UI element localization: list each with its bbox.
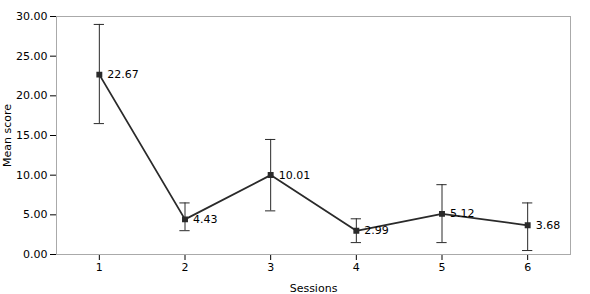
svg-text:20.00: 20.00	[16, 89, 48, 102]
svg-text:10.01: 10.01	[279, 169, 311, 182]
svg-text:1: 1	[96, 261, 103, 274]
svg-text:15.00: 15.00	[16, 129, 48, 142]
svg-text:Sessions: Sessions	[290, 282, 338, 294]
svg-text:4.43: 4.43	[193, 213, 218, 226]
svg-text:5.12: 5.12	[450, 207, 475, 220]
svg-text:30.00: 30.00	[16, 10, 48, 23]
svg-text:6: 6	[524, 261, 531, 274]
svg-text:5.00: 5.00	[23, 208, 48, 221]
svg-text:3.68: 3.68	[536, 219, 561, 232]
svg-text:2.99: 2.99	[364, 224, 389, 237]
svg-text:2: 2	[182, 261, 189, 274]
svg-text:0.00: 0.00	[23, 248, 48, 261]
svg-text:25.00: 25.00	[16, 50, 48, 63]
svg-text:5: 5	[439, 261, 446, 274]
svg-text:10.00: 10.00	[16, 169, 48, 182]
svg-text:3: 3	[267, 261, 274, 274]
svg-text:22.67: 22.67	[107, 68, 139, 81]
svg-text:4: 4	[353, 261, 360, 274]
svg-text:Mean score: Mean score	[1, 104, 14, 167]
